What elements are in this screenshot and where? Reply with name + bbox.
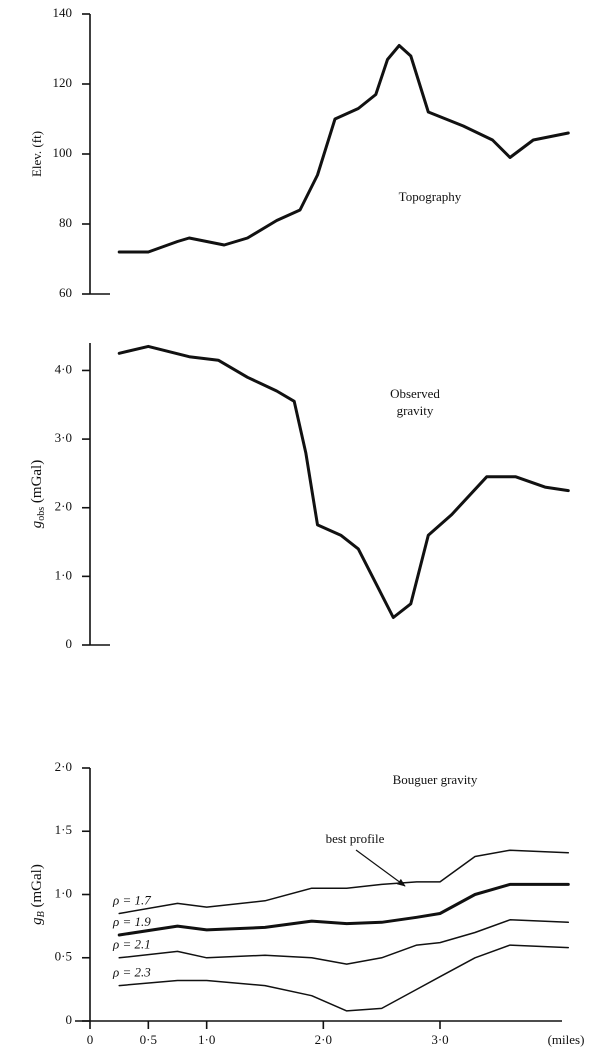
y-tick-label: 0	[66, 1012, 73, 1027]
chart-title: Topography	[399, 189, 462, 204]
y-tick-label: 0·5	[55, 949, 72, 964]
y-axis-label: gobs (mGal)	[29, 460, 47, 528]
x-tick-label: 3·0	[431, 1032, 448, 1047]
y-tick-label: 2·0	[55, 499, 72, 514]
series-label: ρ = 1.9	[112, 914, 151, 929]
y-tick-label: 3·0	[55, 430, 72, 445]
y-tick-label: 0	[66, 636, 73, 651]
y-tick-label: 2·0	[55, 759, 72, 774]
y-tick-label: 60	[59, 285, 72, 300]
y-tick-label: 140	[53, 5, 73, 20]
y-axis-label: Elev. (ft)	[29, 131, 44, 177]
y-tick-label: 100	[53, 145, 73, 160]
y-label-subscript: obs	[36, 507, 47, 521]
data-line	[117, 344, 570, 619]
y-axis-label: gB (mGal)	[29, 864, 47, 925]
series-label: ρ = 1.7	[112, 892, 151, 907]
x-tick-label: 2·0	[315, 1032, 332, 1047]
series-line	[118, 944, 570, 1012]
chart-title: Bouguer gravity	[393, 772, 478, 787]
annotation: best profile	[326, 831, 385, 846]
series-line	[118, 849, 570, 915]
y-tick-label: 1·0	[55, 567, 72, 582]
y-tick-label: 1·5	[55, 822, 72, 837]
y-label-unit: (mGal)	[29, 460, 45, 507]
x-tick-label: 1·0	[198, 1032, 215, 1047]
y-tick-label: 120	[53, 75, 73, 90]
y-label-unit: (mGal)	[29, 864, 45, 911]
y-tick-label: 4·0	[55, 361, 72, 376]
series-line	[117, 882, 570, 937]
x-axis-label: (miles)	[548, 1032, 585, 1047]
y-tick-label: 1·0	[55, 885, 72, 900]
series-label: ρ = 2.1	[112, 937, 151, 952]
x-tick-label: 0	[87, 1032, 94, 1047]
data-line	[117, 44, 570, 254]
y-label-symbol: g	[29, 520, 45, 528]
x-tick-label: 0·5	[140, 1032, 157, 1047]
chart-title: Observed	[390, 386, 440, 401]
annotation-arrow	[355, 849, 406, 887]
chart-title: gravity	[397, 403, 434, 418]
y-label-subscript: B	[36, 911, 47, 917]
y-label-symbol: g	[29, 917, 45, 925]
series-label: ρ = 2.3	[112, 965, 151, 980]
y-tick-label: 80	[59, 215, 72, 230]
series-line	[118, 919, 570, 965]
